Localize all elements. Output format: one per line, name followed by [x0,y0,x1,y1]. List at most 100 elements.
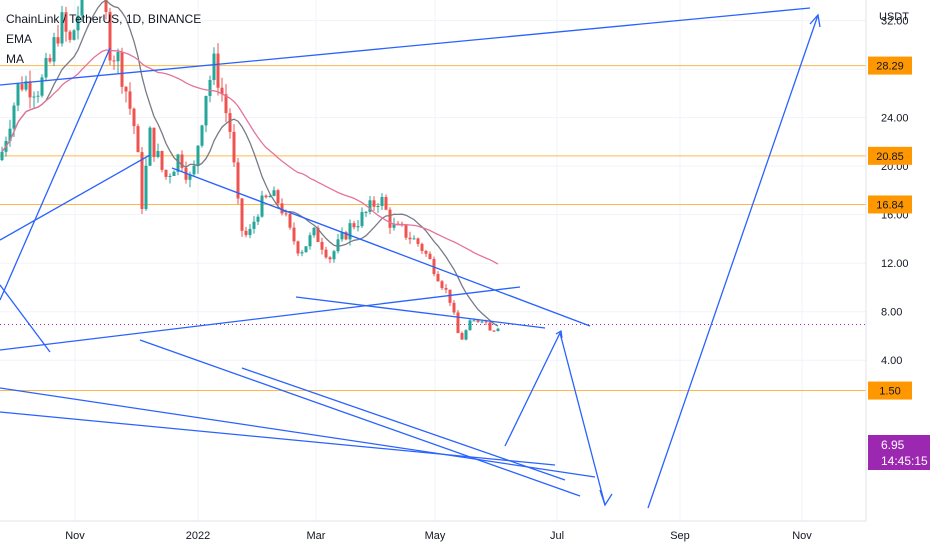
projection-arrowhead [809,13,821,28]
x-tick-label: May [425,530,446,542]
candle-body [396,223,400,225]
candle-body [416,238,420,244]
candle-body [104,0,108,12]
candle-body [32,96,36,98]
candle-body [464,330,468,340]
candle-body [308,235,312,247]
x-axis[interactable]: Nov 2022 Mar May Jul Sep Nov [65,530,812,542]
candle-body [388,209,392,228]
level-label: 16.84 [876,199,904,211]
candle-body [232,131,236,163]
trendline-drawings [0,7,821,509]
projection-path[interactable] [647,14,819,509]
level-labels: 28.29 20.85 16.84 1.50 [868,56,912,400]
candle-body [24,81,28,90]
candle-body [220,87,224,95]
candle-body [380,196,384,207]
candle-body [440,281,444,289]
candle-body [268,195,272,198]
x-tick-label: Jul [550,530,564,542]
candle-body [328,257,332,260]
candle-body [8,128,12,141]
ema-line [1,0,499,327]
trendline[interactable] [0,286,521,351]
trendline[interactable] [0,47,111,301]
candle-body [488,322,492,331]
candles [0,0,500,341]
candle-body [208,80,212,96]
candle-body [76,15,80,31]
y-tick-label: 12.00 [881,258,909,270]
candle-body [280,203,284,214]
candle-body [340,232,344,240]
candle-body [20,83,24,90]
level-label: 28.29 [876,61,904,73]
trendline[interactable] [139,339,581,497]
indicator-ma[interactable]: MA [6,52,24,66]
candle-body [244,230,248,236]
candle-body [248,228,252,236]
candle-body [148,127,152,166]
y-tick-label: 4.00 [881,355,902,367]
indicator-ema[interactable]: EMA [6,32,33,46]
ma-line [1,49,499,265]
trendline[interactable] [0,411,556,466]
candle-body [128,91,132,109]
candle-body [160,151,164,170]
candle-body [156,151,160,157]
candle-body [492,330,496,332]
candle-body [296,241,300,254]
candle-body [456,312,460,334]
candle-body [28,81,32,98]
candle-body [300,252,304,254]
current-price-countdown: 14:45:15 [881,454,928,468]
candle-body [112,60,116,62]
candle-body [332,251,336,260]
trendline[interactable] [0,387,596,478]
candle-body [320,241,324,250]
trendline[interactable] [0,154,151,241]
candle-body [176,154,180,172]
candle-body [64,12,68,32]
candle-body [180,154,184,168]
trendline[interactable] [171,167,591,327]
candle-body [348,223,352,240]
candle-body [472,320,476,322]
y-tick-label: 24.00 [881,113,909,125]
candle-body [16,83,20,106]
trendline[interactable] [0,284,51,353]
candle-body [140,152,144,209]
trendline[interactable] [0,7,811,86]
candle-body [336,239,340,252]
chart-legend: ChainLink / TetherUS, 1D, BINANCE EMA MA [6,9,201,69]
candle-body [412,238,416,240]
candle-body [420,243,424,251]
candle-body [152,127,156,157]
candle-body [468,320,472,331]
candle-body [164,169,168,177]
candle-body [108,11,112,61]
current-price-value: 6.95 [881,438,905,452]
candle-body [448,289,452,303]
candle-body [476,320,480,322]
candle-body [200,125,204,146]
candle-body [392,223,396,228]
trendline[interactable] [295,296,546,329]
candle-body [12,105,16,129]
x-tick-label: 2022 [186,530,210,542]
candle-body [288,213,292,228]
candle-body [436,273,440,282]
chart-title: ChainLink / TetherUS, 1D, BINANCE [6,12,202,26]
candle-body [44,58,48,78]
candle-body [260,195,264,217]
candle-body [52,37,56,62]
projection-path[interactable] [504,331,606,506]
candle-body [132,108,136,127]
candle-body [344,232,348,240]
candle-body [188,174,192,180]
level-label: 20.85 [876,151,904,163]
candle-body [204,95,208,126]
candle-body [356,226,360,228]
